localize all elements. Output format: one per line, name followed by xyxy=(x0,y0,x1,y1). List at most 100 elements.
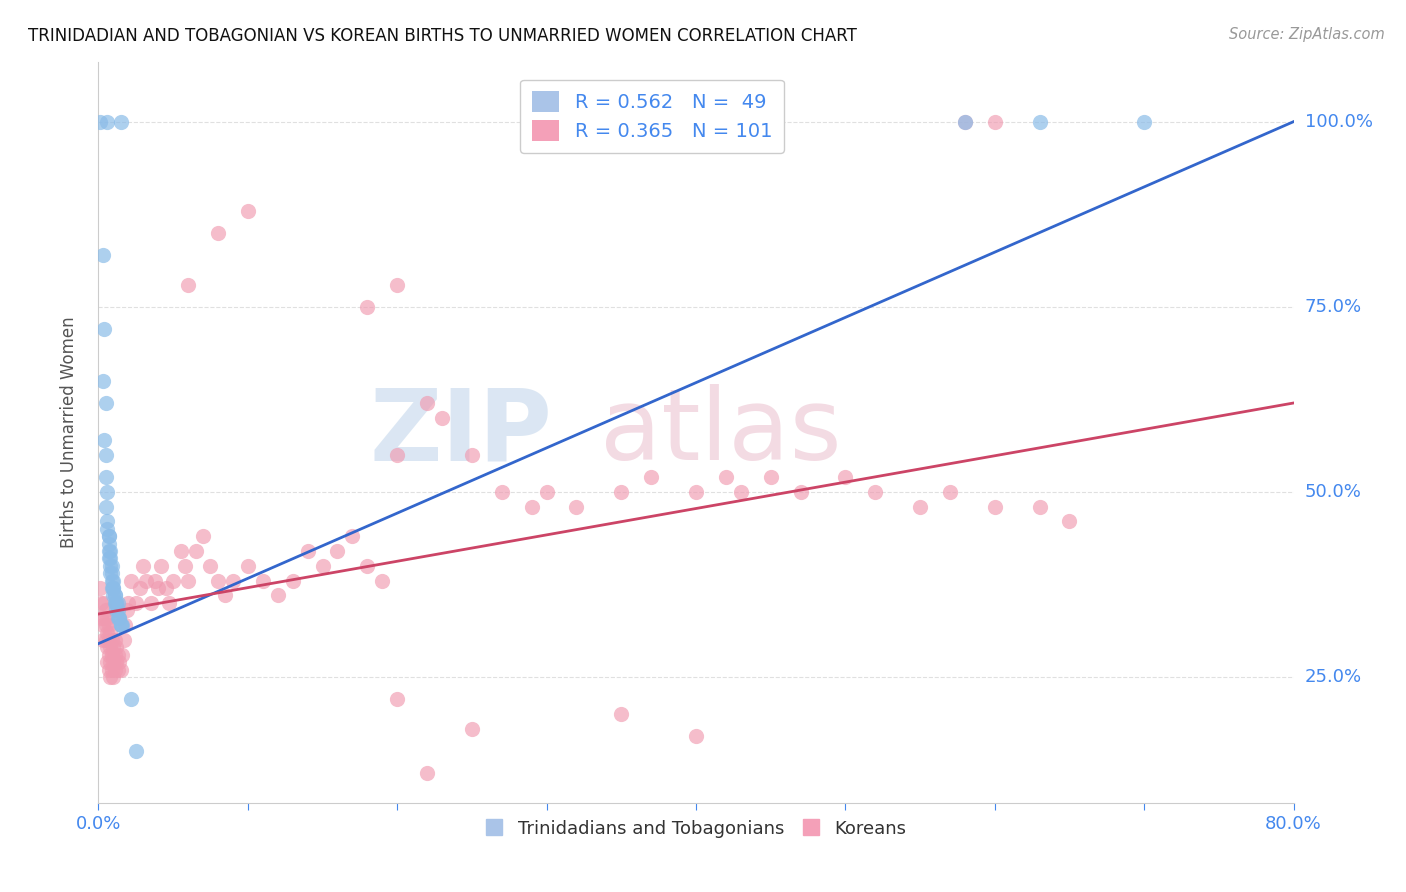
Point xyxy=(89,114,111,128)
Point xyxy=(96,625,118,640)
Point xyxy=(94,500,117,514)
Point xyxy=(105,596,128,610)
Point xyxy=(105,596,128,610)
Point xyxy=(169,544,191,558)
Point xyxy=(191,529,214,543)
Point xyxy=(385,692,409,706)
Point xyxy=(1028,114,1050,128)
Point xyxy=(97,529,120,543)
Point xyxy=(98,566,122,581)
Point xyxy=(108,610,131,624)
Point xyxy=(96,114,118,128)
Point xyxy=(104,596,127,610)
Point xyxy=(97,632,120,647)
Point xyxy=(97,618,120,632)
Point xyxy=(107,603,129,617)
Point xyxy=(91,618,114,632)
Point xyxy=(461,722,484,736)
Point xyxy=(96,610,118,624)
Point xyxy=(565,500,588,514)
Point xyxy=(107,648,129,662)
Point xyxy=(1028,500,1050,514)
Point xyxy=(104,589,127,603)
Point xyxy=(908,500,931,514)
Point xyxy=(107,596,129,610)
Point xyxy=(174,558,197,573)
Point xyxy=(96,515,118,529)
Point xyxy=(90,596,112,610)
Point xyxy=(93,610,115,624)
Point xyxy=(236,558,259,573)
Point xyxy=(94,396,117,410)
Point xyxy=(110,114,132,128)
Point xyxy=(267,589,290,603)
Point xyxy=(610,706,633,721)
Point xyxy=(491,484,513,499)
Text: 100.0%: 100.0% xyxy=(1305,112,1372,130)
Point xyxy=(98,558,122,573)
Point xyxy=(139,596,162,610)
Point xyxy=(1133,114,1156,128)
Point xyxy=(101,581,124,595)
Text: atlas: atlas xyxy=(600,384,842,481)
Point xyxy=(93,322,115,336)
Point xyxy=(97,663,120,677)
Point xyxy=(120,692,142,706)
Point xyxy=(101,632,124,647)
Point xyxy=(953,114,976,128)
Point xyxy=(236,203,259,218)
Point xyxy=(96,522,118,536)
Point xyxy=(104,663,127,677)
Point xyxy=(143,574,166,588)
Point xyxy=(371,574,394,588)
Point xyxy=(98,544,122,558)
Point xyxy=(94,618,117,632)
Point xyxy=(953,114,976,128)
Point xyxy=(461,448,484,462)
Point xyxy=(103,655,125,669)
Point xyxy=(90,610,112,624)
Point xyxy=(281,574,304,588)
Point xyxy=(94,632,117,647)
Text: 25.0%: 25.0% xyxy=(1305,668,1362,686)
Point xyxy=(416,766,439,780)
Point xyxy=(685,729,707,743)
Point xyxy=(94,448,117,462)
Point xyxy=(117,596,139,610)
Point xyxy=(101,648,124,662)
Point xyxy=(430,410,453,425)
Point xyxy=(789,484,811,499)
Point xyxy=(105,603,128,617)
Point xyxy=(132,558,155,573)
Point xyxy=(640,470,662,484)
Point xyxy=(939,484,962,499)
Point xyxy=(98,625,122,640)
Text: 75.0%: 75.0% xyxy=(1305,298,1362,316)
Point xyxy=(97,648,120,662)
Point xyxy=(326,544,349,558)
Point xyxy=(110,618,132,632)
Point xyxy=(385,448,409,462)
Point xyxy=(107,610,129,624)
Point xyxy=(101,663,124,677)
Point xyxy=(97,544,120,558)
Point xyxy=(984,500,1007,514)
Point xyxy=(177,277,200,292)
Point xyxy=(730,484,752,499)
Point xyxy=(759,470,782,484)
Point xyxy=(342,529,364,543)
Point xyxy=(94,603,117,617)
Point xyxy=(111,618,134,632)
Point xyxy=(103,589,125,603)
Point xyxy=(984,114,1007,128)
Point xyxy=(103,581,125,595)
Point xyxy=(834,470,856,484)
Point xyxy=(101,574,124,588)
Point xyxy=(97,529,120,543)
Point xyxy=(1059,515,1081,529)
Legend: Trinidadians and Tobagonians, Koreans: Trinidadians and Tobagonians, Koreans xyxy=(478,813,914,846)
Point xyxy=(125,744,148,758)
Text: ZIP: ZIP xyxy=(370,384,553,481)
Point xyxy=(207,574,229,588)
Point xyxy=(103,670,125,684)
